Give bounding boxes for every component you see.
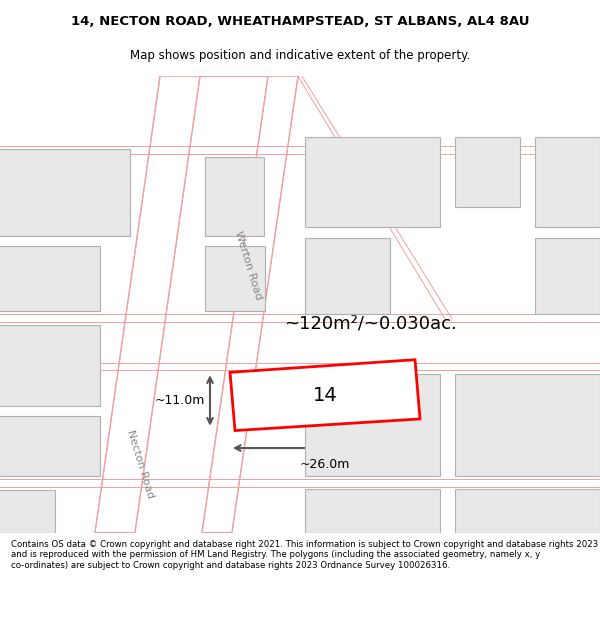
Text: ~120m²/~0.030ac.: ~120m²/~0.030ac. (284, 315, 457, 332)
Polygon shape (230, 360, 420, 431)
Text: Contains OS data © Crown copyright and database right 2021. This information is : Contains OS data © Crown copyright and d… (11, 540, 598, 570)
Polygon shape (535, 138, 600, 227)
Text: Necton Road: Necton Road (125, 429, 155, 500)
Text: Map shows position and indicative extent of the property.: Map shows position and indicative extent… (130, 49, 470, 62)
Polygon shape (0, 490, 55, 532)
Polygon shape (455, 489, 600, 532)
Polygon shape (455, 138, 520, 208)
Polygon shape (205, 157, 264, 236)
Polygon shape (95, 76, 200, 532)
Text: Werton Road: Werton Road (233, 230, 263, 301)
Polygon shape (305, 238, 390, 314)
Text: ~26.0m: ~26.0m (300, 458, 350, 471)
Polygon shape (305, 374, 440, 476)
Polygon shape (202, 76, 298, 532)
Polygon shape (205, 246, 265, 311)
Polygon shape (305, 489, 440, 532)
Polygon shape (0, 325, 100, 406)
Text: 14: 14 (313, 386, 337, 405)
Polygon shape (455, 374, 600, 476)
Polygon shape (535, 238, 600, 314)
Polygon shape (0, 149, 130, 236)
Text: ~11.0m: ~11.0m (155, 394, 205, 407)
Polygon shape (0, 246, 100, 311)
Polygon shape (0, 416, 100, 476)
Text: 14, NECTON ROAD, WHEATHAMPSTEAD, ST ALBANS, AL4 8AU: 14, NECTON ROAD, WHEATHAMPSTEAD, ST ALBA… (71, 15, 529, 28)
Polygon shape (305, 138, 440, 227)
